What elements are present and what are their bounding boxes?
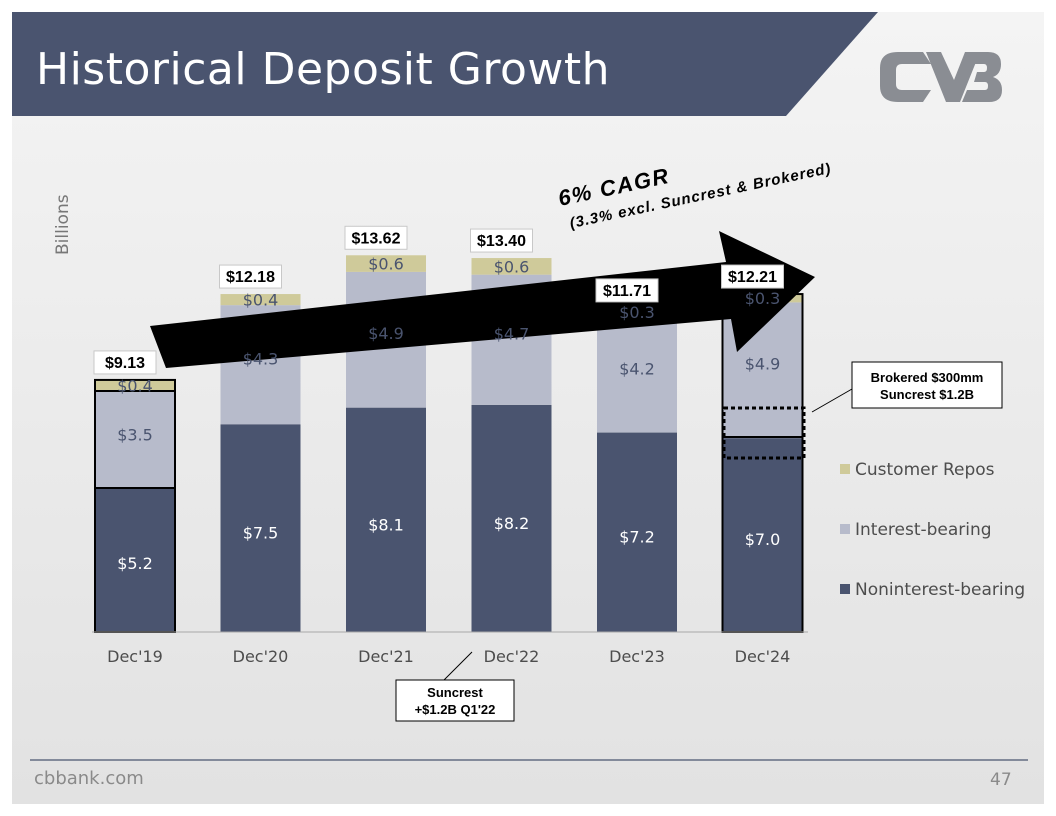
legend: Customer Repos Interest-bearing Noninteres… bbox=[840, 460, 1025, 600]
total-label-5: $12.21 bbox=[728, 269, 777, 286]
suncrest-callout-box bbox=[395, 679, 515, 722]
x-tick-label-2: Dec'21 bbox=[358, 647, 414, 666]
title-banner bbox=[12, 12, 878, 116]
bar-segment-noninterest-bearing-2 bbox=[346, 407, 426, 632]
total-box-1 bbox=[219, 264, 282, 289]
legend-label-0: Customer Repos bbox=[855, 460, 995, 480]
cvb-logo bbox=[880, 52, 1002, 102]
legend-swatch-0 bbox=[840, 464, 850, 474]
x-tick-label-4: Dec'23 bbox=[609, 647, 665, 666]
segment-label-2-0: $0.4 bbox=[117, 376, 153, 395]
bar-segment-customer-repos-1 bbox=[220, 294, 301, 306]
segment-label-0-4: $7.2 bbox=[619, 527, 655, 546]
total-label-0: $9.13 bbox=[105, 355, 145, 372]
legend-swatch-2 bbox=[840, 584, 850, 594]
segment-label-2-1: $0.4 bbox=[243, 291, 279, 310]
segment-label-1-3: $4.7 bbox=[494, 324, 530, 343]
x-tick-label-1: Dec'20 bbox=[233, 647, 289, 666]
footer-url[interactable]: cbbank.com bbox=[34, 768, 144, 789]
segment-label-0-2: $8.1 bbox=[368, 515, 404, 534]
segment-label-1-4: $4.2 bbox=[619, 360, 655, 379]
total-box-0 bbox=[93, 350, 157, 375]
suncrest-leader bbox=[441, 651, 473, 683]
segment-label-2-5: $0.3 bbox=[745, 289, 781, 308]
growth-arrow bbox=[150, 231, 815, 368]
segment-labels: $5.2 $3.5 $0.4 $7.5 $4.3 $0.4 $8.1 $4.9 $0.6 $8.2… bbox=[117, 255, 780, 573]
brokered-line2: Suncrest $1.2B bbox=[880, 387, 974, 402]
y-axis-label: Billions bbox=[53, 194, 73, 255]
suncrest-line1: Suncrest bbox=[427, 685, 483, 700]
page-title: Historical Deposit Growth bbox=[36, 44, 611, 95]
bar-segment-noninterest-bearing-5 bbox=[722, 438, 803, 632]
bar-segment-noninterest-bearing-3 bbox=[471, 404, 552, 632]
suncrest-line2: +$1.2B Q1'22 bbox=[415, 702, 496, 717]
bar-segment-noninterest-bearing-1 bbox=[220, 424, 301, 632]
total-label-4: $11.71 bbox=[603, 283, 651, 300]
brokered-leader bbox=[811, 388, 853, 413]
bar-segment-customer-repos-2 bbox=[346, 255, 426, 272]
total-label-3: $13.40 bbox=[477, 233, 526, 250]
total-labels: $9.13 $12.18 $13.62 $13.40 $11.71 $12.21 bbox=[93, 225, 784, 375]
bar-segment-noninterest-bearing-0 bbox=[95, 487, 175, 632]
total-label-1: $12.18 bbox=[226, 269, 275, 286]
brokered-line1: Brokered $300mm bbox=[871, 370, 984, 385]
segment-label-0-0: $5.2 bbox=[117, 554, 153, 573]
legend-label-1: Interest-bearing bbox=[855, 520, 992, 540]
cagr-callout: 6% CAGR (3.3% excl. Suncrest & Brokered) bbox=[556, 160, 833, 232]
bar-segment-customer-repos-3 bbox=[471, 258, 552, 275]
segment-label-0-5: $7.0 bbox=[745, 530, 781, 549]
x-tick-labels: Dec'19 Dec'20 Dec'21 Dec'22 Dec'23 Dec'24 bbox=[107, 647, 790, 666]
total-box-4 bbox=[595, 278, 659, 303]
segment-label-2-2: $0.6 bbox=[368, 255, 404, 274]
bar-segment-interest-bearing-0 bbox=[95, 391, 175, 488]
total-box-5 bbox=[721, 264, 784, 289]
legend-swatch-1 bbox=[840, 524, 850, 534]
segment-label-1-0: $3.5 bbox=[117, 426, 153, 445]
bar-segment-customer-repos-0 bbox=[95, 379, 175, 392]
x-tick-label-0: Dec'19 bbox=[107, 647, 163, 666]
segment-label-1-1: $4.3 bbox=[243, 350, 279, 369]
segment-label-2-3: $0.6 bbox=[494, 257, 530, 276]
brokered-callout-box bbox=[851, 361, 1003, 409]
x-tick-label-5: Dec'24 bbox=[735, 647, 791, 666]
legend-label-2: Noninterest-bearing bbox=[855, 580, 1025, 600]
bar-segment-interest-bearing-4 bbox=[597, 316, 677, 433]
segment-label-0-3: $8.2 bbox=[494, 514, 530, 533]
total-box-3 bbox=[470, 228, 533, 253]
segment-label-0-1: $7.5 bbox=[243, 523, 279, 542]
segment-label-2-4: $0.3 bbox=[619, 303, 655, 322]
brokered-dashed-box bbox=[722, 406, 806, 460]
total-label-2: $13.62 bbox=[352, 230, 401, 247]
x-tick-label-3: Dec'22 bbox=[484, 647, 540, 666]
segment-label-1-2: $4.9 bbox=[368, 324, 404, 343]
page-number: 47 bbox=[990, 770, 1012, 790]
total-box-2 bbox=[344, 225, 408, 250]
bar-segment-noninterest-bearing-4 bbox=[597, 432, 677, 632]
segment-label-1-5: $4.9 bbox=[745, 354, 781, 373]
